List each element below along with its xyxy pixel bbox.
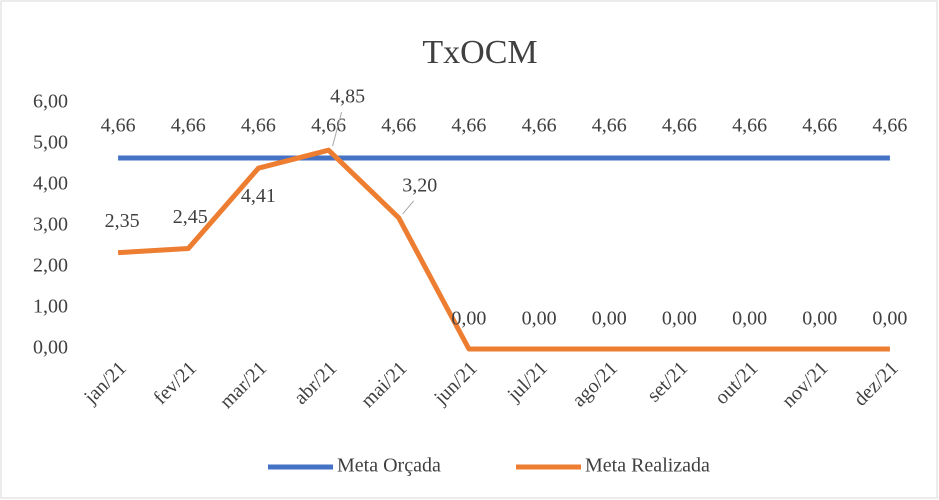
data-label: 4,66 — [101, 115, 136, 137]
data-label: 4,66 — [872, 115, 907, 137]
data-label: 0,00 — [732, 308, 767, 330]
y-tick-label: 2,00 — [33, 255, 68, 277]
data-label: 4,85 — [330, 86, 365, 108]
data-label: 4,66 — [171, 115, 206, 137]
data-label: 3,20 — [402, 174, 437, 196]
data-label: 4,66 — [662, 115, 697, 137]
data-label: 0,00 — [451, 308, 486, 330]
data-label: 4,66 — [802, 115, 837, 137]
data-label: 0,00 — [592, 308, 627, 330]
y-tick-label: 3,00 — [33, 214, 68, 236]
data-label: 4,66 — [381, 115, 416, 137]
data-label: 4,41 — [241, 185, 276, 207]
y-tick-label: 4,00 — [33, 173, 68, 195]
y-tick-label: 1,00 — [33, 296, 68, 318]
leader-line — [332, 112, 343, 147]
legend-label: Meta Orçada — [337, 455, 441, 477]
legend-label: Meta Realizada — [585, 455, 710, 477]
data-label: 0,00 — [662, 308, 697, 330]
data-label: 0,00 — [802, 308, 837, 330]
series-line — [117, 147, 890, 352]
data-label: 4,66 — [592, 115, 627, 137]
data-label: 2,35 — [105, 210, 140, 232]
data-label: 0,00 — [522, 308, 557, 330]
chart-title: TxOCM — [422, 34, 537, 71]
data-label: 2,45 — [173, 206, 208, 228]
data-label: 4,66 — [522, 115, 557, 137]
y-tick-label: 6,00 — [33, 91, 68, 113]
data-label: 4,66 — [732, 115, 767, 137]
y-tick-label: 5,00 — [33, 132, 68, 154]
leader-line — [402, 200, 415, 215]
y-tick-label: 0,00 — [33, 337, 68, 359]
data-label: 4,66 — [311, 115, 346, 137]
data-label: 0,00 — [872, 308, 907, 330]
data-label: 4,66 — [451, 115, 486, 137]
data-label: 4,66 — [241, 115, 276, 137]
